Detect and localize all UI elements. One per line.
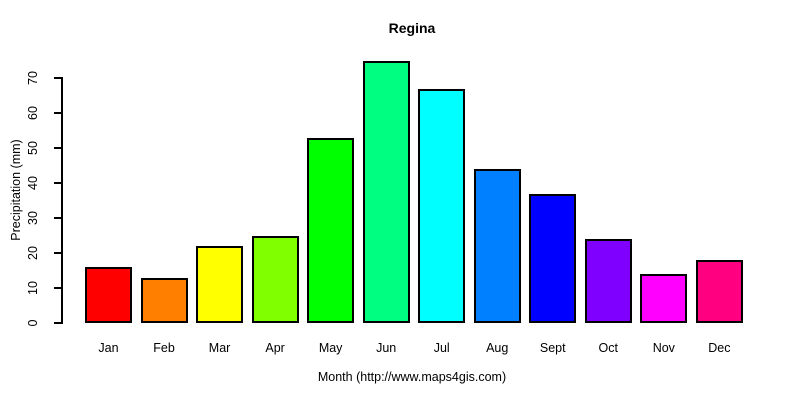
bar-aug xyxy=(473,169,521,323)
y-tick-label: 50 xyxy=(26,141,40,155)
y-axis-line xyxy=(61,77,63,324)
x-tick-label-aug: Aug xyxy=(486,341,509,355)
y-tick-mark xyxy=(54,287,62,289)
bar-dec xyxy=(695,260,743,323)
y-tick-mark xyxy=(54,182,62,184)
x-tick-label-mar: Mar xyxy=(208,341,231,355)
y-tick-label: 20 xyxy=(26,246,40,260)
bar-jul xyxy=(418,88,466,323)
x-tick-label-sept: Sept xyxy=(539,341,566,355)
y-tick-label: 70 xyxy=(26,71,40,85)
x-axis-label: Month (http://www.maps4gis.com) xyxy=(317,370,507,384)
bar-apr xyxy=(251,235,299,323)
x-tick-label-apr: Apr xyxy=(265,341,285,355)
bars-container xyxy=(85,60,743,323)
y-tick-label: 10 xyxy=(26,281,40,295)
bar-sept xyxy=(529,193,577,323)
bar-oct xyxy=(584,239,632,323)
bar-nov xyxy=(640,274,688,323)
x-tick-label-dec: Dec xyxy=(708,341,731,355)
y-axis-label: Precipitation (mm) xyxy=(9,139,23,241)
y-tick-label: 30 xyxy=(26,211,40,225)
y-tick-label: 40 xyxy=(26,176,40,190)
x-tick-label-feb: Feb xyxy=(153,341,175,355)
x-tick-label-jul: Jul xyxy=(433,341,450,355)
y-tick-mark xyxy=(54,147,62,149)
x-tick-label-jun: Jun xyxy=(376,341,397,355)
y-tick-mark xyxy=(54,112,62,114)
y-tick-mark xyxy=(54,322,62,324)
bar-jun xyxy=(362,60,410,323)
y-tick-mark xyxy=(54,217,62,219)
bar-feb xyxy=(140,277,188,323)
chart-title: Regina xyxy=(388,20,436,36)
x-tick-label-nov: Nov xyxy=(652,341,675,355)
bar-may xyxy=(307,137,355,323)
x-tick-label-may: May xyxy=(318,341,343,355)
x-tick-label-oct: Oct xyxy=(598,341,618,355)
x-axis-tick-labels: Jan Feb Mar Apr May Jun Jul Aug Sept Oct Nov Dec xyxy=(85,341,743,355)
y-tick-label: 60 xyxy=(26,106,40,120)
y-tick-mark xyxy=(54,77,62,79)
y-tick-label: 0 xyxy=(26,319,40,327)
bar-jan xyxy=(85,267,132,323)
bar-mar xyxy=(196,246,244,323)
y-tick-mark xyxy=(54,252,62,254)
x-tick-label-jan: Jan xyxy=(98,341,119,355)
